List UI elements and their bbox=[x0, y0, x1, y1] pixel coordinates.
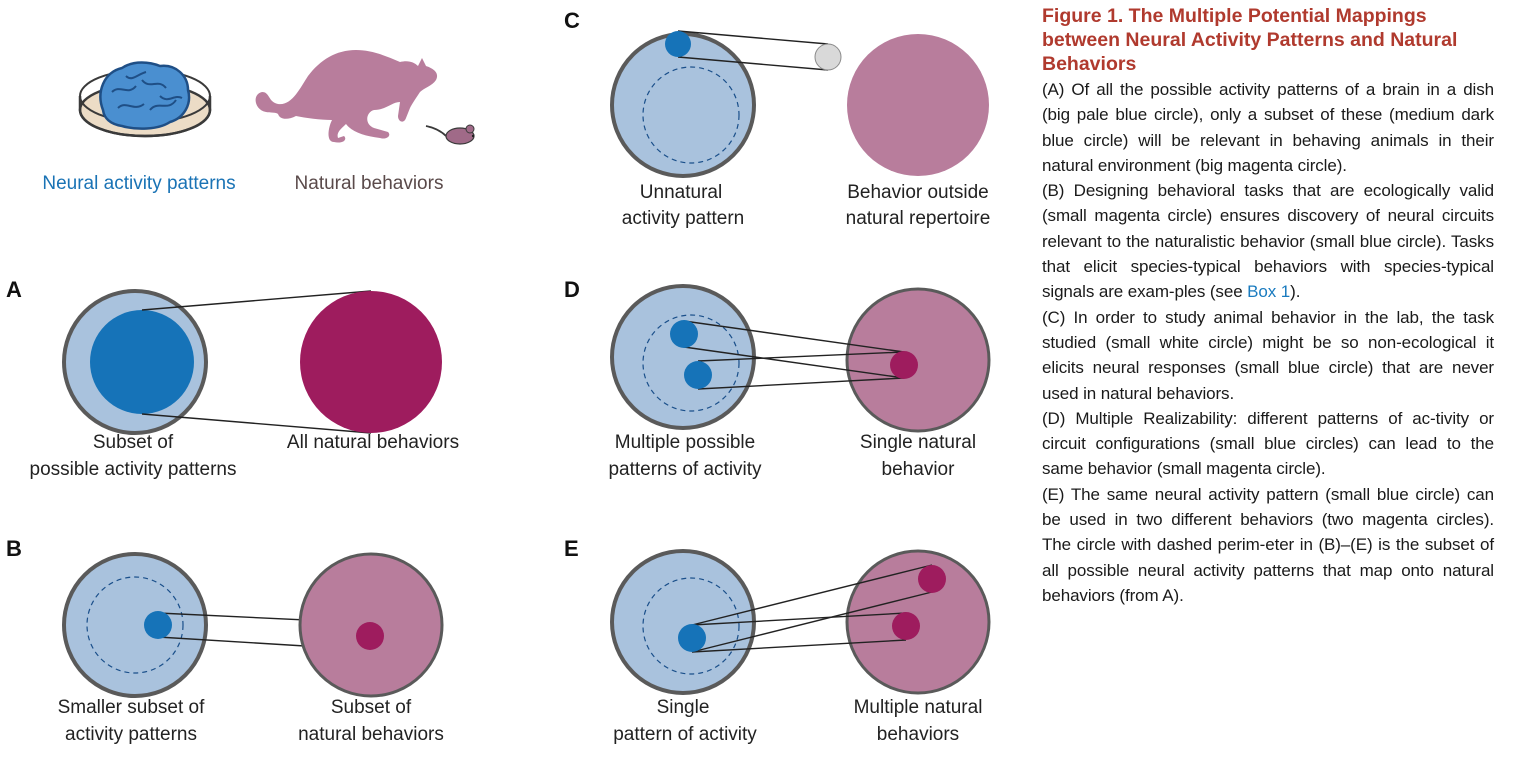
mapping-line bbox=[691, 564, 933, 626]
panel-b: Smaller subset of activity patterns Subs… bbox=[58, 552, 444, 745]
panel-letter-c: C bbox=[564, 8, 580, 33]
single-behavior-circle bbox=[890, 351, 918, 379]
mapping-line bbox=[691, 612, 907, 626]
cat-icon bbox=[255, 50, 438, 143]
panel-letter-b: B bbox=[6, 536, 22, 561]
natural-subset-dashed-circle bbox=[86, 576, 184, 674]
activity-subset-circle bbox=[90, 310, 194, 414]
panel-letter-d: D bbox=[564, 277, 580, 302]
panel-b-left-label-line1: Smaller subset of bbox=[58, 697, 206, 718]
caption-para-a: (A) Of all the possible activity pattern… bbox=[1042, 80, 1494, 175]
unnatural-task-circle bbox=[814, 43, 842, 71]
possible-patterns-circle bbox=[62, 552, 208, 698]
possible-patterns-circle bbox=[610, 284, 756, 430]
natural-behaviors-label: Natural behaviors bbox=[295, 173, 444, 194]
panel-b-right-label-line1: Subset of bbox=[331, 697, 412, 718]
panel-e-left-label-line1: Single bbox=[657, 697, 710, 718]
brain-in-dish-icon bbox=[78, 61, 212, 138]
panel-b-right-label-line2: natural behaviors bbox=[298, 724, 444, 745]
behavior-circle bbox=[918, 565, 946, 593]
panel-c-left-label-line1: Unnatural bbox=[640, 182, 722, 203]
caption-title: Figure 1. The Multiple Potential Mapping… bbox=[1042, 5, 1458, 75]
neural-activity-label: Neural activity patterns bbox=[42, 173, 235, 194]
mapping-line bbox=[691, 639, 907, 653]
natural-behaviors-circle bbox=[847, 34, 989, 176]
panel-c-right-label-line2: natural repertoire bbox=[846, 208, 991, 229]
mapping-line bbox=[683, 320, 905, 353]
single-pattern-circle bbox=[678, 624, 706, 652]
panel-e-right-label-line2: behaviors bbox=[877, 724, 959, 745]
panel-c: Unnatural activity pattern Behavior outs… bbox=[610, 30, 991, 229]
panel-e-right-label-line1: Multiple natural bbox=[854, 697, 983, 718]
panel-letter-e: E bbox=[564, 536, 579, 561]
activity-pattern-circle bbox=[684, 361, 712, 389]
panel-c-left-label-line2: activity pattern bbox=[622, 208, 745, 229]
mapping-line bbox=[141, 413, 372, 434]
activity-subset-circle bbox=[144, 611, 172, 639]
panel-b-left-label-line2: activity patterns bbox=[65, 724, 197, 745]
panel-d-left-label-line1: Multiple possible bbox=[615, 432, 755, 453]
caption-para-e: (E) The same neural activity pattern (sm… bbox=[1042, 484, 1494, 605]
panel-e: Single pattern of activity Multiple natu… bbox=[610, 549, 991, 745]
panel-d-left-label-line2: patterns of activity bbox=[608, 459, 762, 480]
panel-a-right-label-line1: All natural behaviors bbox=[287, 432, 459, 453]
natural-subset-dashed-circle bbox=[642, 66, 740, 164]
caption-para-d: (D) Multiple Realizability: different pa… bbox=[1042, 408, 1494, 479]
caption-para-b: (B) Designing behavioral tasks that are … bbox=[1042, 178, 1494, 304]
mapping-line bbox=[691, 591, 933, 653]
caption-para-b-text: (B) Designing behavioral tasks that are … bbox=[1042, 181, 1494, 302]
mapping-line bbox=[677, 56, 829, 71]
natural-behaviors-circle bbox=[845, 287, 991, 433]
mapping-line bbox=[697, 351, 905, 362]
behavior-subset-circle bbox=[356, 622, 384, 650]
panel-d-right-label-line2: behavior bbox=[882, 459, 956, 480]
natural-subset-dashed-circle bbox=[642, 577, 740, 675]
natural-subset-dashed-circle bbox=[642, 314, 740, 412]
caption-para-c: (C) In order to study animal behavior in… bbox=[1042, 307, 1494, 403]
panel-d-right-label-line1: Single natural bbox=[860, 432, 976, 453]
possible-patterns-circle bbox=[610, 549, 756, 695]
all-behaviors-circle bbox=[300, 291, 442, 433]
behavior-circle bbox=[892, 612, 920, 640]
mapping-line bbox=[677, 30, 829, 45]
panel-e-left-label-line2: pattern of activity bbox=[613, 724, 757, 745]
box-1-link[interactable]: Box 1 bbox=[1247, 282, 1291, 302]
mapping-line bbox=[141, 290, 372, 311]
panel-a: Subset of possible activity patterns All… bbox=[30, 289, 459, 480]
unnatural-pattern-circle bbox=[665, 31, 691, 57]
caption-para-b-end: ). bbox=[1290, 282, 1301, 302]
panel-d: Multiple possible patterns of activity S… bbox=[608, 284, 991, 480]
mapping-line bbox=[683, 346, 905, 379]
activity-pattern-circle bbox=[670, 320, 698, 348]
figure-caption: Figure 1. The Multiple Potential Mapping… bbox=[1042, 4, 1494, 608]
panel-a-left-label-line2: possible activity patterns bbox=[30, 459, 237, 480]
mouse-icon bbox=[425, 124, 475, 145]
panel-a-left-label-line1: Subset of bbox=[93, 432, 174, 453]
panel-c-right-label-line1: Behavior outside bbox=[847, 182, 989, 203]
panel-letter-a: A bbox=[6, 277, 22, 302]
mapping-line bbox=[697, 377, 905, 390]
